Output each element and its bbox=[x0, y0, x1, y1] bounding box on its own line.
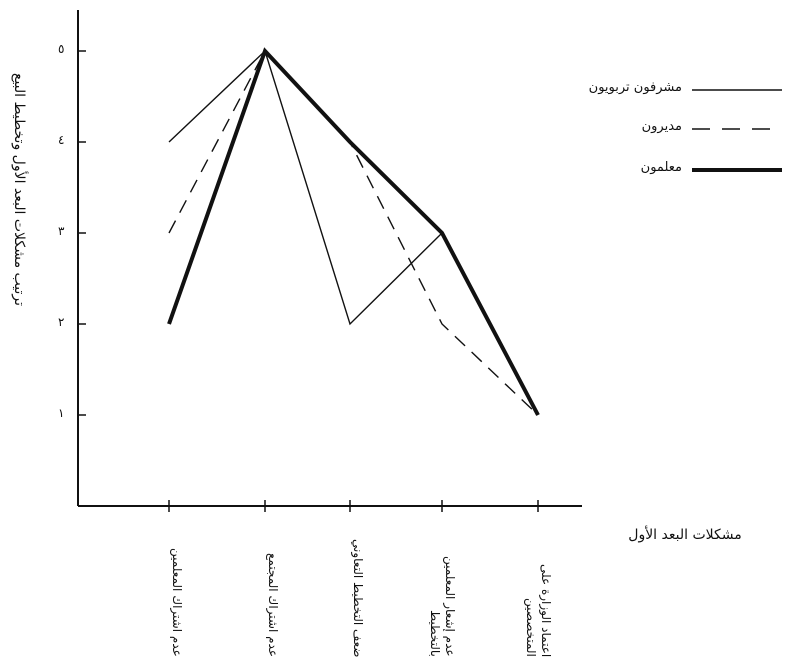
series-line bbox=[167, 47, 540, 416]
y-tick-label: ٤ bbox=[58, 133, 65, 147]
x-tick-label: عدم إشعار المعلمين بالتخطيط bbox=[428, 556, 457, 657]
x-tick-label: ضعف التخطيط التعاوني bbox=[351, 538, 365, 657]
y-tick-label: ٢ bbox=[58, 315, 65, 329]
y-tick-label: ٣ bbox=[58, 224, 65, 238]
legend-label: معلمون bbox=[640, 160, 682, 175]
y-axis-label: ترتيب مشكلات البعد الأول وتخطيط البيع bbox=[11, 73, 27, 307]
legend-label: مديرون bbox=[641, 119, 682, 134]
x-tick-label: عدم اشتراك المعلمين bbox=[170, 548, 184, 657]
series-line bbox=[168, 49, 539, 416]
series-line bbox=[168, 49, 539, 416]
x-tick-label: عدم اشتراك المجتمع bbox=[266, 553, 280, 657]
x-axis-title: مشكلات البعد الأول bbox=[628, 527, 742, 543]
x-tick-label: اعتماد الوزارة على المتخصصين bbox=[524, 563, 553, 657]
y-tick-label: ١ bbox=[58, 406, 65, 420]
y-tick-label: ٥ bbox=[58, 42, 65, 56]
legend-label: مشرفون تربويون bbox=[588, 80, 682, 95]
